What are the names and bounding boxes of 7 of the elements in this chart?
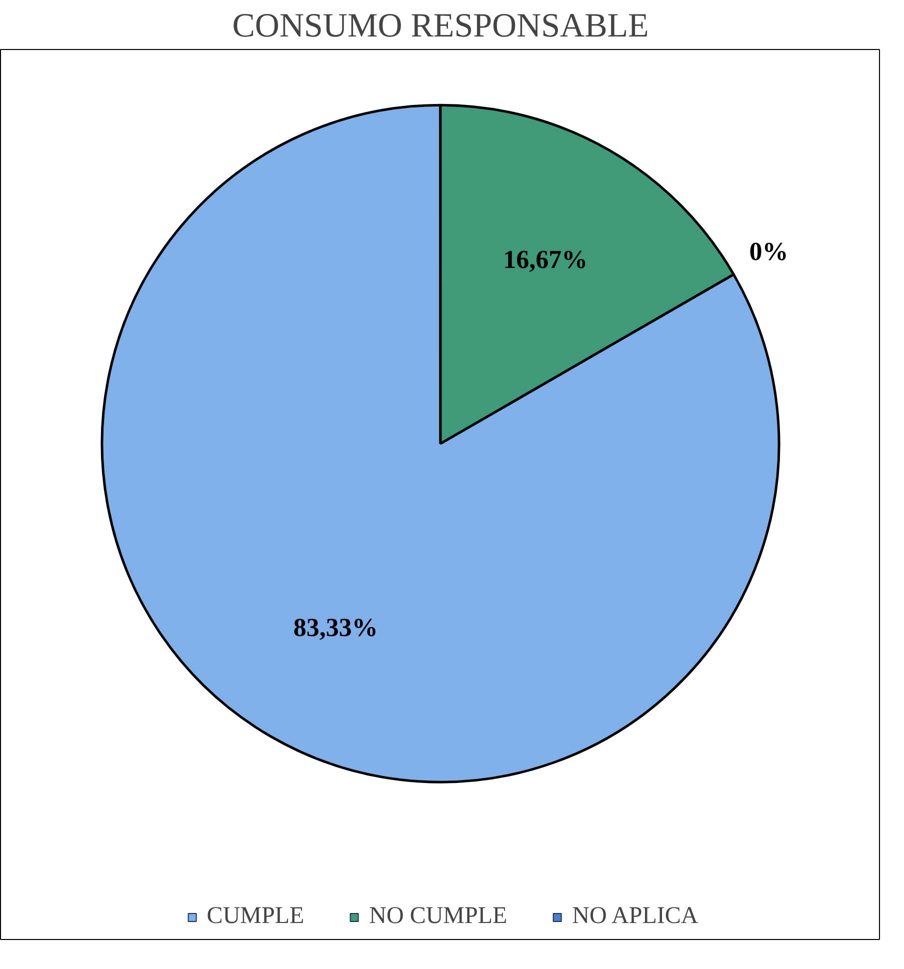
data-label: 16,67% xyxy=(503,245,588,274)
legend-label: NO CUMPLE xyxy=(369,903,508,930)
chart-title: CONSUMO RESPONSABLE xyxy=(232,8,649,44)
data-label: 83,33% xyxy=(293,613,378,642)
legend-label: NO APLICA xyxy=(572,903,698,930)
text: 0% xyxy=(749,237,788,266)
legend-label: CUMPLE xyxy=(206,903,304,930)
